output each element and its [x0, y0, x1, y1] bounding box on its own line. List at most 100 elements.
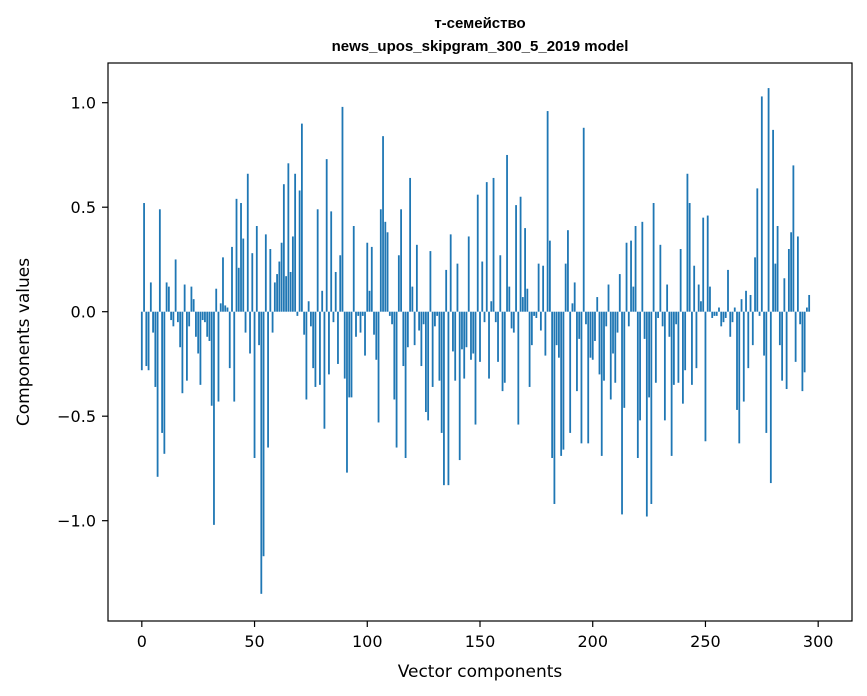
bar-254	[713, 311, 716, 316]
x-axis-ticks: 0 50 100 150 200 250 300	[137, 621, 833, 651]
bar-180	[546, 111, 549, 312]
bar-249	[702, 217, 705, 312]
bar-79	[319, 311, 321, 385]
bar-83	[328, 311, 330, 375]
bar-210	[614, 311, 617, 383]
bar-16	[176, 311, 179, 323]
bar-143	[463, 311, 466, 379]
bar-189	[567, 230, 569, 312]
bar-258	[722, 311, 725, 323]
bar-165	[512, 311, 515, 333]
bar-197	[585, 311, 587, 325]
bar-153	[485, 182, 488, 312]
bar-76	[312, 311, 315, 369]
bar-239	[679, 249, 682, 312]
bar-133	[440, 311, 443, 433]
bar-151	[481, 261, 484, 312]
bar-174	[533, 311, 536, 316]
bar-56	[267, 311, 269, 448]
bar-102	[370, 246, 373, 312]
bar-194	[578, 311, 581, 339]
bar-251	[706, 215, 709, 312]
bar-253	[711, 311, 714, 318]
bar-2	[145, 311, 148, 367]
bar-265	[738, 311, 741, 444]
chart-title: т-семейство	[434, 15, 525, 32]
bar-27	[201, 311, 204, 321]
bar-125	[422, 311, 425, 325]
bar-256	[718, 307, 720, 312]
bar-190	[569, 311, 572, 433]
bar-276	[763, 311, 765, 356]
bar-36	[222, 257, 224, 312]
bar-269	[747, 311, 750, 369]
bar-45	[242, 238, 245, 312]
bar-122	[415, 244, 418, 312]
bar-235	[670, 311, 673, 456]
bar-289	[792, 165, 795, 312]
bar-63	[282, 184, 285, 312]
bar-72	[303, 311, 306, 335]
bar-127	[427, 311, 430, 421]
bar-178	[542, 265, 545, 312]
bar-177	[539, 311, 542, 331]
bar-13	[170, 311, 173, 321]
bar-211	[616, 311, 619, 333]
bar-129	[431, 311, 434, 387]
bar-75	[310, 311, 312, 327]
bar-58	[271, 311, 274, 333]
bar-234	[668, 311, 671, 337]
bar-121	[413, 311, 416, 346]
x-tick-label: 50	[244, 632, 264, 651]
bar-271	[751, 311, 754, 346]
bar-4	[149, 282, 152, 312]
bar-260	[727, 269, 729, 312]
bar-94	[352, 226, 355, 312]
bar-116	[402, 311, 405, 367]
bar-246	[695, 311, 698, 369]
bar-86	[334, 271, 337, 312]
bar-108	[384, 221, 387, 312]
bar-26	[199, 311, 202, 385]
bar-286	[785, 311, 788, 390]
bar-155	[490, 301, 493, 312]
bar-215	[625, 242, 628, 312]
bar-292	[799, 311, 802, 325]
bar-267	[742, 311, 745, 402]
bar-248	[700, 301, 702, 312]
bar-78	[316, 209, 319, 312]
bar-124	[420, 311, 423, 367]
bar-188	[564, 263, 567, 312]
bar-71	[300, 123, 303, 312]
bar-132	[438, 311, 441, 381]
bar-201	[594, 311, 596, 341]
bar-221	[639, 311, 641, 421]
y-tick-label: 0.5	[71, 198, 96, 217]
bar-203	[598, 311, 601, 375]
bar-220	[636, 311, 639, 458]
bar-57	[269, 249, 272, 312]
bar-25	[197, 311, 200, 354]
bar-229	[657, 311, 660, 318]
bar-23	[192, 299, 195, 312]
bar-293	[801, 311, 804, 392]
bar-80	[321, 290, 324, 312]
bar-40	[231, 246, 233, 312]
bar-272	[754, 257, 756, 312]
bar-232	[663, 311, 666, 421]
bar-135	[445, 269, 448, 312]
bar-103	[373, 311, 375, 335]
bar-287	[787, 249, 790, 312]
bar-281	[774, 263, 777, 312]
bar-270	[749, 294, 752, 312]
bar-291	[796, 236, 799, 312]
bar-223	[643, 311, 646, 339]
bar-219	[634, 226, 637, 312]
bar-7	[156, 311, 159, 477]
bar-159	[499, 255, 502, 312]
bar-250	[704, 311, 707, 442]
bar-48	[249, 311, 251, 354]
bar-81	[323, 311, 326, 429]
bar-243	[688, 203, 691, 312]
bar-139	[454, 311, 457, 381]
